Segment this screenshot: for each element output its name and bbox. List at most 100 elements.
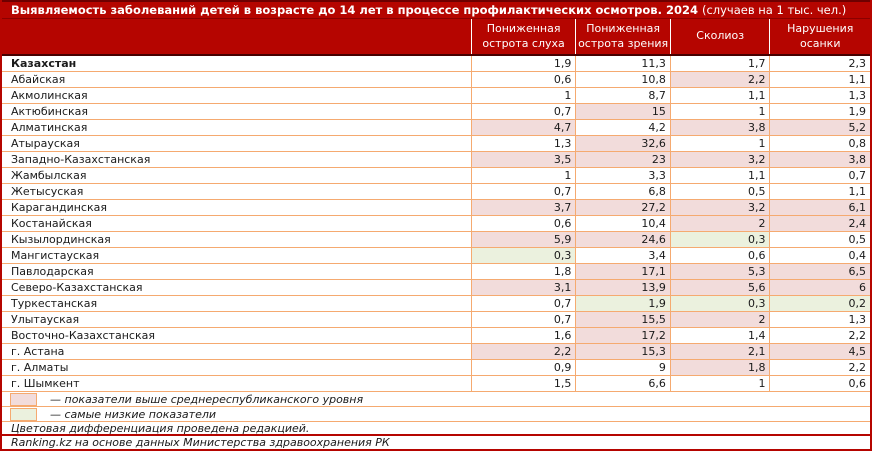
source-note: Ranking.kz на основе данных Министерства… (11, 436, 390, 449)
region-cell: Абайская (2, 72, 472, 87)
value-cell: 2,2 (848, 329, 867, 342)
value-cell: 0,4 (848, 249, 867, 262)
value-cell: 4,2 (576, 120, 671, 135)
region-cell: Атырауская (2, 136, 472, 151)
value-cell: 5,9 (471, 232, 577, 247)
value-cell: 2,3 (848, 57, 867, 70)
value-cell: 23 (576, 152, 671, 167)
value-cell: 6,5 (770, 264, 871, 279)
region-cell: Мангистауская (2, 248, 472, 263)
value-cell: 3,5 (471, 152, 577, 167)
region-cell: Улытауская (2, 312, 472, 327)
value-cell: 1,6 (472, 328, 577, 343)
table-row: Костанайская 0,6 10,4 2 2,4 (2, 216, 871, 232)
region-cell: г. Шымкент (2, 376, 472, 391)
value-cell: 0,7 (472, 104, 577, 119)
table-row: Жамбылская 1 3,3 1,1 0,7 (2, 168, 870, 184)
value-cell: 17,1 (576, 264, 671, 279)
value-cell: 9 (576, 360, 671, 375)
column-header: Сколиоз (671, 19, 771, 54)
data-table-body: Казахстан 1,9 11,3 1,7 2,3 Абайская 0,6 10,8 2,2… (2, 56, 871, 392)
value-cell: 1,7 (671, 56, 771, 71)
value-cell: 4,5 (770, 344, 871, 359)
value-cell: 1,5 (472, 376, 577, 391)
region-cell: Западно-Казахстанская (2, 152, 472, 167)
value-cell: 1,3 (848, 313, 867, 326)
value-cell: 3,2 (670, 200, 771, 215)
region-cell: Акмолинская (2, 88, 472, 103)
value-cell: 3,8 (670, 120, 771, 135)
region-cell: г. Алматы (2, 360, 472, 375)
column-header: Пониженная острота слуха (472, 19, 577, 54)
region-cell: Северо-Казахстанская (2, 280, 472, 295)
table-row: г. Алматы 0,9 9 1,8 2,2 (2, 360, 870, 376)
table-row: Казахстан 1,9 11,3 1,7 2,3 (2, 56, 870, 72)
region-cell: Алматинская (2, 120, 472, 135)
value-cell: 15,5 (576, 312, 671, 327)
value-cell: 2,1 (670, 344, 771, 359)
value-cell: 1,3 (848, 89, 867, 102)
value-cell: 6,1 (770, 200, 871, 215)
value-cell: 6 (770, 280, 871, 295)
table-row: Туркестанская 0,7 1,9 0,3 0,2 (2, 296, 871, 312)
value-cell: 10,4 (576, 216, 671, 231)
value-cell: 3,8 (770, 152, 871, 167)
region-cell: Карагандинская (2, 200, 472, 215)
column-header-row: Пониженная острота слуха Пониженная остро… (2, 19, 870, 56)
editorial-note: Цветовая дифференциация проведена редакц… (2, 422, 870, 436)
legend-low-swatch (10, 407, 37, 421)
value-cell: 1,8 (472, 264, 577, 279)
value-cell: 5,2 (770, 120, 871, 135)
region-cell: Казахстан (2, 56, 472, 71)
title-bar: Выявляемость заболеваний детей в возраст… (2, 0, 870, 19)
table-row: Кызылординская 5,9 24,6 0,3 0,5 (2, 232, 870, 248)
value-cell: 2,2 (471, 344, 577, 359)
value-cell: 6,8 (576, 184, 671, 199)
value-cell: 2 (670, 216, 771, 231)
region-cell: Костанайская (2, 216, 472, 231)
table-row: Алматинская 4,7 4,2 3,8 5,2 (2, 120, 871, 136)
value-cell: 0,6 (671, 248, 771, 263)
value-cell: 1 (472, 168, 577, 183)
value-cell: 2,4 (770, 216, 871, 231)
region-cell: Жетысуская (2, 184, 472, 199)
region-cell: Туркестанская (2, 296, 472, 311)
table-row: Северо-Казахстанская 3,1 13,9 5,6 6 (2, 280, 871, 296)
title-unit: (случаев на 1 тыс. чел.) (701, 3, 847, 17)
value-cell: 8,7 (576, 88, 671, 103)
value-cell: 3,7 (471, 200, 577, 215)
value-cell: 24,6 (576, 232, 671, 247)
value-cell: 1,1 (848, 185, 867, 198)
value-cell: 15 (576, 104, 671, 119)
column-header: Нарушения осанки (787, 22, 854, 50)
legend-low-label: — самые низкие показатели (50, 407, 217, 421)
value-cell: 3,2 (670, 152, 771, 167)
value-cell: 1,4 (671, 328, 771, 343)
legend-high-swatch (10, 392, 37, 406)
value-cell: 3,4 (576, 248, 671, 263)
value-cell: 1,9 (848, 105, 867, 118)
value-cell: 0,7 (472, 312, 577, 327)
region-cell: г. Астана (2, 344, 472, 359)
value-cell: 1,1 (671, 168, 771, 183)
value-cell: 5,3 (670, 264, 771, 279)
value-cell: 13,9 (576, 280, 671, 295)
value-cell: 0,3 (670, 232, 771, 247)
value-cell: 1,9 (472, 56, 577, 71)
table-row: Жетысуская 0,7 6,8 0,5 1,1 (2, 184, 870, 200)
legend-high-label: — показатели выше среднереспубликанского… (50, 392, 364, 406)
value-cell: 0,8 (848, 137, 867, 150)
region-cell: Кызылординская (2, 232, 472, 247)
table-row: Павлодарская 1,8 17,1 5,3 6,5 (2, 264, 871, 280)
value-cell: 4,7 (471, 120, 577, 135)
value-cell: 5,6 (670, 280, 771, 295)
value-cell: 0,6 (848, 377, 867, 390)
table-row: Абайская 0,6 10,8 2,2 1,1 (2, 72, 870, 88)
value-cell: 1,1 (671, 88, 771, 103)
region-cell: Актюбинская (2, 104, 472, 119)
value-cell: 6,6 (576, 376, 671, 391)
value-cell: 1,1 (848, 73, 867, 86)
value-cell: 0,5 (671, 184, 771, 199)
table-row: Западно-Казахстанская 3,5 23 3,2 3,8 (2, 152, 871, 168)
